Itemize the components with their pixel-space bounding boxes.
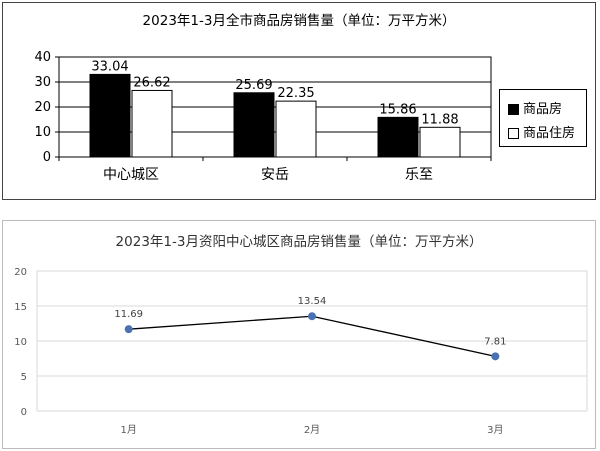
line-chart-title: 2023年1-3月资阳中心城区商品房销售量（单位：万平方米） [115, 234, 483, 250]
legend-label-series-1: 商品房 [523, 102, 563, 117]
data-label: 11.88 [421, 112, 458, 127]
x-tick-label: 3月 [487, 424, 503, 436]
y-tick-label: 20 [34, 100, 51, 115]
y-tick-label: 40 [34, 50, 51, 65]
data-label: 7.81 [484, 336, 506, 347]
y-tick-label: 10 [14, 337, 27, 348]
bar [131, 89, 173, 158]
data-label: 15.86 [379, 102, 416, 117]
data-label: 26.62 [133, 75, 170, 90]
x-tick-label: 2月 [304, 424, 320, 436]
bar [377, 116, 419, 158]
y-tick-label: 10 [34, 125, 51, 140]
series-line [128, 315, 496, 357]
legend-swatch-series-2 [508, 128, 519, 139]
bar [89, 73, 131, 158]
data-point [308, 312, 316, 321]
y-tick-label: 20 [14, 267, 27, 278]
y-tick-label: 15 [14, 302, 27, 313]
data-label: 13.54 [298, 296, 327, 307]
data-point [124, 325, 133, 334]
data-label: 22.35 [277, 86, 314, 101]
data-label: 11.69 [114, 309, 143, 320]
y-tick-label: 30 [34, 75, 51, 90]
legend-label-series-2: 商品住房 [523, 126, 576, 141]
x-tick-label: 中心城区 [103, 167, 159, 183]
data-point [491, 352, 500, 361]
line-chart-panel: 2023年1-3月资阳中心城区商品房销售量（单位：万平方米） 0 5 10 15 20 1… [2, 220, 596, 449]
bar-chart-panel: 2023年1-3月全市商品房销售量（单位：万平方米） 0 10 20 30 40 中心城区… [2, 2, 596, 200]
bar-chart-title: 2023年1-3月全市商品房销售量（单位：万平方米） [142, 13, 456, 29]
legend-swatch-series-1 [508, 104, 519, 115]
bar [275, 100, 317, 158]
legend-item-series-2: 商品住房 [508, 122, 575, 141]
data-label: 25.69 [235, 78, 272, 93]
bar [419, 126, 461, 158]
x-tick-label: 乐至 [405, 167, 433, 183]
x-tick-label: 1月 [120, 424, 136, 436]
y-tick-label: 0 [21, 407, 27, 418]
bar-chart-legend: 商品房 商品住房 [499, 89, 587, 147]
legend-item-series-1: 商品房 [508, 98, 562, 117]
bar [233, 92, 275, 158]
line-chart-svg: 0 5 10 15 20 1月 2月 3月 11.69 13.54 7.81 [14, 267, 588, 436]
y-tick-label: 5 [21, 372, 27, 383]
x-tick-label: 安岳 [261, 167, 289, 183]
data-label: 33.04 [91, 59, 128, 74]
bar-chart-svg: 0 10 20 30 40 中心城区 33.04 26.62 安岳 25.69 22.35 乐至 15.… [34, 50, 492, 183]
y-tick-label: 0 [43, 150, 51, 165]
